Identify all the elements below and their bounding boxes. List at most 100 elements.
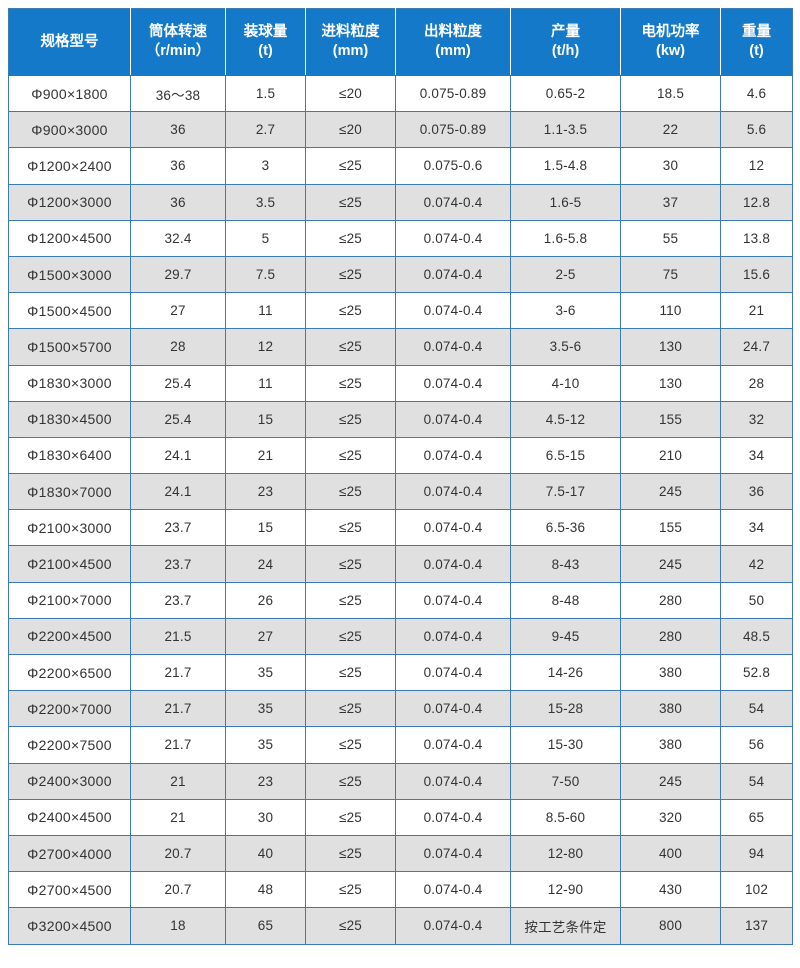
cell-model: Φ2200×4500 [8, 617, 131, 656]
table-row: Φ2400×4500 21 30 ≤25 0.074-0.4 8.5-60 320 65 [8, 798, 793, 836]
column-header-unit: (t/h) [551, 43, 580, 59]
table-cell: 0.074-0.4 [395, 798, 511, 836]
table-row: Φ2100×3000 23.7 15 ≤25 0.074-0.4 6.5-36 155 34 [8, 509, 793, 547]
table-cell: 0.075-0.89 [395, 74, 511, 113]
table-cell: 54 [720, 690, 793, 728]
cell-model: Φ2200×7500 [8, 726, 131, 764]
table-cell: 35 [225, 653, 306, 692]
cell-model: Φ2200×7000 [8, 690, 131, 728]
table-cell: 15.6 [720, 255, 793, 294]
table-cell: ≤25 [305, 653, 396, 692]
table-row: Φ900×3000 36 2.7 ≤20 0.075-0.89 1.1-3.5 22 5.6 [8, 111, 793, 149]
cell-model: Φ1200×3000 [8, 183, 131, 221]
table-cell: 3.5 [225, 183, 306, 221]
table-cell: 22 [620, 111, 721, 149]
cell-model: Φ2700×4000 [8, 834, 131, 873]
table-row: Φ2200×4500 21.5 27 ≤25 0.074-0.4 9-45 280 48.5 [8, 617, 793, 656]
table-cell: ≤25 [305, 581, 396, 619]
table-cell: 0.074-0.4 [395, 581, 511, 619]
table-body: Φ900×1800 36〜38 1.5 ≤20 0.075-0.89 0.65-2 18.5… [8, 74, 793, 945]
table-row: Φ2200×7500 21.7 35 ≤25 0.074-0.4 15-30 380 56 [8, 726, 793, 764]
table-row: Φ1500×3000 29.7 7.5 ≤25 0.074-0.4 2-5 75 15.6 [8, 255, 793, 294]
table-cell: 48.5 [720, 617, 793, 656]
column-header-5: 产量 (t/h) [510, 8, 621, 76]
table-cell: 23 [225, 762, 306, 800]
table-cell: ≤25 [305, 436, 396, 475]
column-header-title: 重量 [742, 24, 771, 41]
table-cell: 30 [620, 147, 721, 185]
table-cell: 1.5-4.8 [510, 147, 621, 185]
column-header-title: 出料粒度 [424, 24, 482, 41]
table-cell: ≤25 [305, 545, 396, 583]
table-cell: 400 [620, 834, 721, 873]
column-header-title: 进料粒度 [321, 24, 380, 41]
table-cell: 5 [225, 219, 306, 257]
table-cell: 94 [720, 834, 793, 873]
table-cell: 0.074-0.4 [395, 183, 511, 221]
table-cell: 12-90 [510, 871, 621, 909]
table-cell: 15-30 [510, 726, 621, 764]
table-cell: 29.7 [130, 255, 226, 294]
table-cell: 27 [225, 617, 306, 656]
table-cell: ≤25 [305, 726, 396, 764]
table-cell: ≤25 [305, 762, 396, 800]
table-cell: 15 [225, 400, 306, 438]
column-header-unit: (kw) [656, 43, 685, 59]
table-cell: 75 [620, 255, 721, 294]
table-cell: 21 [130, 798, 226, 836]
cell-model: Φ2100×4500 [8, 545, 131, 583]
table-cell: 380 [620, 653, 721, 692]
table-cell: 21.7 [130, 690, 226, 728]
table-cell: 380 [620, 690, 721, 728]
cell-model: Φ1200×2400 [8, 147, 131, 185]
table-cell: 8-43 [510, 545, 621, 583]
cell-model: Φ900×3000 [8, 111, 131, 149]
column-header-unit: (mm) [435, 43, 471, 59]
table-cell: 130 [620, 328, 721, 366]
column-header-title: 电机功率 [641, 24, 700, 41]
cell-model: Φ1830×7000 [8, 473, 131, 511]
table-cell: 130 [620, 364, 721, 402]
table-cell: 0.074-0.4 [395, 219, 511, 257]
column-header-3: 进料粒度 (mm) [305, 8, 396, 76]
column-header-title: 筒体转速 [149, 24, 207, 41]
table-cell: 12-80 [510, 834, 621, 873]
table-cell: 27 [130, 292, 226, 330]
table-cell: 7-50 [510, 762, 621, 800]
table-cell: 24.1 [130, 473, 226, 511]
column-header-title: 规格型号 [40, 33, 99, 50]
column-header-7: 重量 (t) [720, 8, 793, 76]
table-cell: ≤25 [305, 328, 396, 366]
table-cell: 20.7 [130, 834, 226, 873]
table-cell: 3 [225, 147, 306, 185]
table-cell: 2-5 [510, 255, 621, 294]
table-cell: ≤25 [305, 509, 396, 547]
table-row: Φ1200×3000 36 3.5 ≤25 0.074-0.4 1.6-5 37 12.8 [8, 183, 793, 221]
table-cell: 4-10 [510, 364, 621, 402]
table-row: Φ1830×4500 25.4 15 ≤25 0.074-0.4 4.5-12 155 32 [8, 400, 793, 438]
header-row: 规格型号 筒体转速 （r/min） 装球量 (t) 进料粒度 (mm) 出料粒度 (mm) 产量 (… [8, 8, 793, 76]
table-cell: 0.074-0.4 [395, 255, 511, 294]
cell-model: Φ2200×6500 [8, 653, 131, 692]
cell-model: Φ2100×3000 [8, 509, 131, 547]
table-cell: 40 [225, 834, 306, 873]
table-cell: 1.5 [225, 74, 306, 113]
cell-model: Φ1500×3000 [8, 255, 131, 294]
table-cell: 32 [720, 400, 793, 438]
column-header-unit: (t) [749, 43, 764, 59]
table-cell: 24 [225, 545, 306, 583]
table-cell: 0.074-0.4 [395, 871, 511, 909]
table-cell: 28 [720, 364, 793, 402]
table-row: Φ1500×4500 27 11 ≤25 0.074-0.4 3-6 110 21 [8, 292, 793, 330]
table-cell: 0.075-0.6 [395, 147, 511, 185]
table-cell: ≤25 [305, 473, 396, 511]
table-row: Φ2700×4000 20.7 40 ≤25 0.074-0.4 12-80 400 94 [8, 834, 793, 873]
table-row: Φ1830×7000 24.1 23 ≤25 0.074-0.4 7.5-17 245 36 [8, 473, 793, 511]
table-cell: 245 [620, 545, 721, 583]
table-row: Φ2100×4500 23.7 24 ≤25 0.074-0.4 8-43 245 42 [8, 545, 793, 583]
table-cell: 12 [720, 147, 793, 185]
table-cell: 1.1-3.5 [510, 111, 621, 149]
table-cell: ≤25 [305, 834, 396, 873]
table-cell: ≤25 [305, 364, 396, 402]
